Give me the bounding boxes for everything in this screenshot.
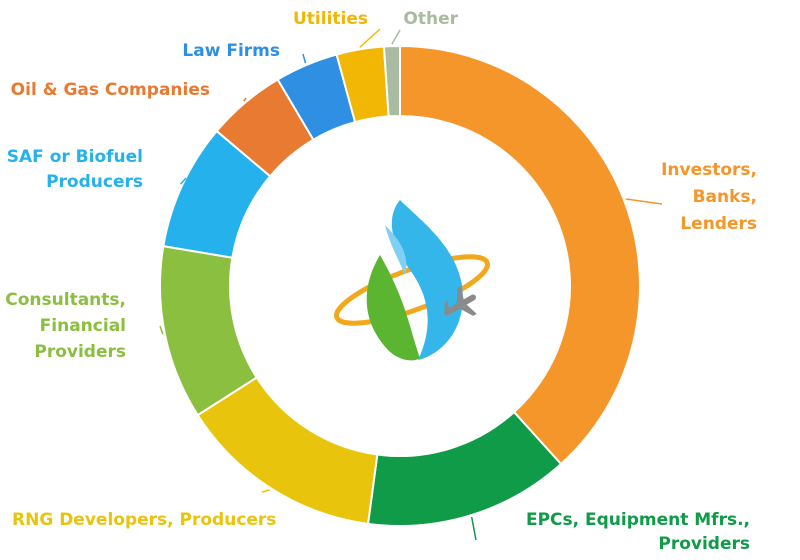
leader-utilities bbox=[359, 28, 381, 48]
leader-rng bbox=[261, 489, 270, 493]
label-saf: SAF or Biofuel Producers bbox=[7, 147, 143, 192]
biofuel-flame-airplane-icon bbox=[334, 200, 490, 361]
slice-rng bbox=[196, 376, 379, 525]
label-investors: Investors, Banks, Lenders bbox=[661, 160, 757, 234]
leader-epcs bbox=[470, 516, 477, 541]
donut-slices bbox=[159, 44, 641, 527]
leader-saf bbox=[179, 177, 187, 185]
label-utilities: Utilities bbox=[293, 9, 368, 29]
leader-oilgas bbox=[243, 97, 247, 102]
leader-law bbox=[302, 53, 307, 64]
label-oilgas: Oil & Gas Companies bbox=[11, 80, 210, 100]
slice-other bbox=[382, 44, 401, 118]
leader-consultants bbox=[159, 325, 164, 335]
leader-investors bbox=[625, 198, 663, 205]
label-law: Law Firms bbox=[182, 41, 280, 61]
leader-other bbox=[391, 29, 401, 45]
label-epcs: EPCs, Equipment Mfrs., Providers bbox=[526, 510, 750, 554]
slice-investors bbox=[399, 44, 641, 466]
slice-labels: Investors, Banks, Lenders EPCs, Equipment M… bbox=[5, 9, 757, 554]
label-consultants: Consultants, Financial Providers bbox=[5, 290, 126, 362]
label-rng: RNG Developers, Producers bbox=[12, 510, 276, 530]
label-other: Other bbox=[403, 9, 458, 29]
leader-lines bbox=[159, 28, 663, 541]
